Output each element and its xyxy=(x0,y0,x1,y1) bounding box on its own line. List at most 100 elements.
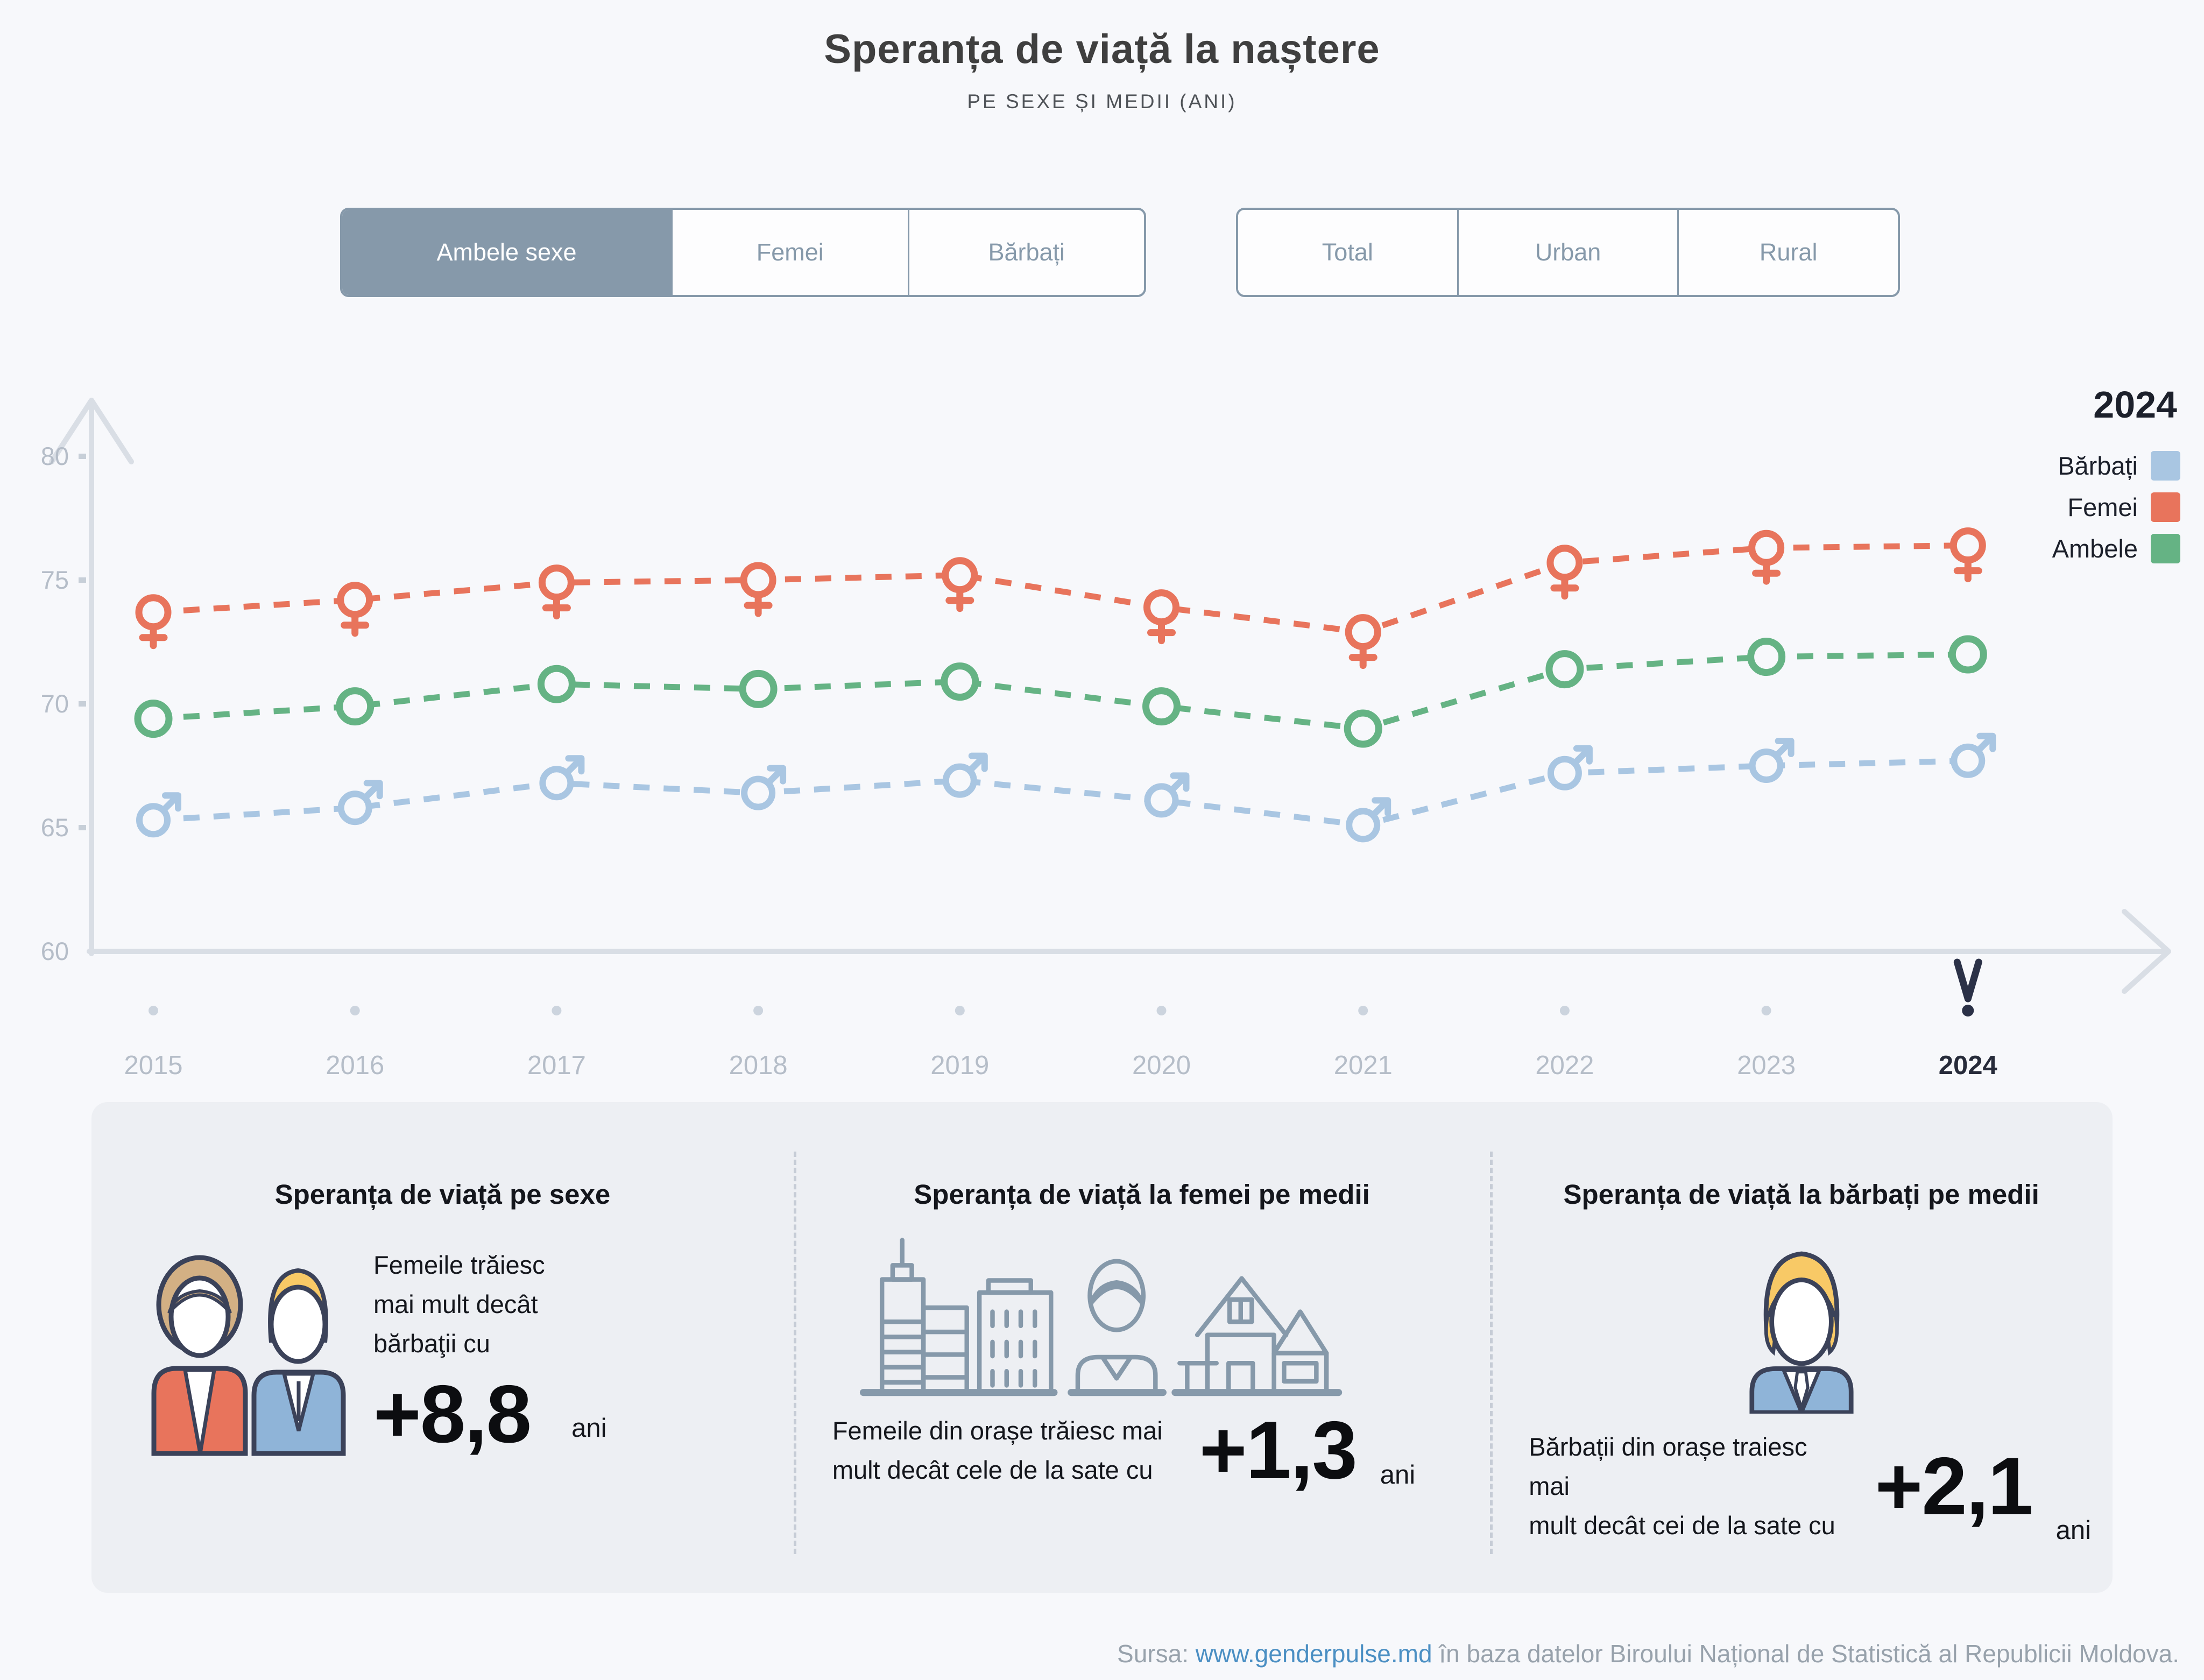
source-prefix: Sursa: xyxy=(1117,1640,1196,1668)
x-tick-label-2021[interactable]: 2021 xyxy=(1334,1051,1393,1080)
woman-man-icon xyxy=(151,1255,346,1456)
data-point-bărbați-2024 xyxy=(1951,732,1996,778)
x-tick-label-2024[interactable]: 2024 xyxy=(1939,1051,1997,1080)
data-point-bărbați-2017 xyxy=(539,755,585,801)
data-point-femei-2023 xyxy=(1748,530,1785,585)
data-point-femei-2017 xyxy=(538,564,575,620)
card-title: Speranța de viață la femei pe medii xyxy=(914,1179,1370,1210)
data-point-femei-2019 xyxy=(942,557,978,612)
line-chart: 60 65 70 75 80 2015 2016 2017 2018 2019 2020 2021 20… xyxy=(0,366,2204,1141)
card-title: Speranța de viață pe sexe xyxy=(274,1179,611,1210)
man-icon xyxy=(1749,1251,1854,1414)
year-dot-2020[interactable] xyxy=(1156,1006,1167,1015)
tab-label: Total xyxy=(1322,238,1373,266)
tab-label: Urban xyxy=(1535,238,1601,266)
data-point-ambele-2018 xyxy=(739,669,778,708)
x-tick-label-2020[interactable]: 2020 xyxy=(1132,1051,1191,1080)
medium-toggle-group: Total Urban Rural xyxy=(1236,208,1900,297)
year-dot-2022[interactable] xyxy=(1559,1006,1570,1015)
y-tick xyxy=(79,454,86,459)
y-tick-label: 60 xyxy=(41,937,69,965)
series-line-ambele xyxy=(153,651,1968,732)
ambele-swatch-icon xyxy=(2151,534,2180,563)
tab-barbati[interactable]: Bărbați xyxy=(907,210,1144,295)
year-dot-2016[interactable] xyxy=(350,1006,360,1015)
male-medium-gap-value: +2,1 xyxy=(1875,1440,2033,1532)
y-tick-label: 75 xyxy=(41,566,69,594)
card-text-line: mult decât cele de la sate cu xyxy=(832,1455,1153,1484)
data-point-bărbați-2020 xyxy=(1144,772,1190,818)
y-tick-label: 70 xyxy=(41,689,69,718)
card-male-by-medium: Speranța de viață la bărbați pe medii Bă… xyxy=(1490,1102,2113,1593)
source-suffix: în baza datelor Biroului Național de Sta… xyxy=(1432,1640,2179,1668)
card-text-line: mult decât cei de la sate cu xyxy=(1529,1510,1835,1540)
x-tick-label-2022[interactable]: 2022 xyxy=(1535,1051,1594,1080)
data-point-ambele-2023 xyxy=(1747,638,1786,676)
x-tick-label-2016[interactable]: 2016 xyxy=(326,1051,384,1080)
tab-label: Femei xyxy=(756,238,824,266)
x-tick-label-2023[interactable]: 2023 xyxy=(1737,1051,1796,1080)
data-point-ambele-2020 xyxy=(1142,687,1181,726)
x-axis xyxy=(87,909,2171,994)
series-line-femei xyxy=(153,542,1968,636)
data-point-femei-2024 xyxy=(1949,527,1986,583)
page-title: Speranța de viață la naștere xyxy=(824,26,1380,72)
sex-toggle-group: Ambele sexe Femei Bărbați xyxy=(340,208,1146,297)
legend-row-ambele: Ambele xyxy=(2052,534,2180,563)
tab-urban[interactable]: Urban xyxy=(1457,210,1678,295)
male-medium-gap-unit: ani xyxy=(2055,1515,2092,1545)
sex-gap-value: +8,8 xyxy=(373,1368,532,1460)
data-point-bărbați-2015 xyxy=(136,792,181,838)
data-point-ambele-2016 xyxy=(336,687,375,726)
y-tick-label: 65 xyxy=(41,813,69,842)
year-dot-2018[interactable] xyxy=(753,1006,764,1015)
insights-panel: Speranța de viață pe sexe xyxy=(91,1102,2113,1593)
data-point-femei-2018 xyxy=(740,562,776,617)
y-tick xyxy=(79,701,86,707)
tab-label: Rural xyxy=(1759,238,1818,266)
tab-label: Bărbați xyxy=(988,238,1065,266)
legend-label: Bărbați xyxy=(2058,451,2138,480)
source-link[interactable]: www.genderpulse.md xyxy=(1195,1640,1432,1668)
page-subtitle: PE SEXE ȘI MEDII (ANI) xyxy=(967,90,1237,112)
tab-ambele-sexe[interactable]: Ambele sexe xyxy=(342,210,672,295)
tab-total[interactable]: Total xyxy=(1238,210,1457,295)
chart-svg: 60 65 70 75 80 2015 2016 2017 2018 2019 2020 2021 20… xyxy=(41,398,2171,1080)
data-point-bărbați-2021 xyxy=(1346,797,1391,843)
card-life-expectancy-by-sex: Speranța de viață pe sexe xyxy=(91,1102,794,1593)
data-point-bărbați-2022 xyxy=(1547,745,1593,790)
data-point-ambele-2022 xyxy=(1545,650,1584,689)
year-dot-2021[interactable] xyxy=(1358,1006,1368,1015)
card-text-line: Bărbații din orașe traiesc mai xyxy=(1529,1432,1807,1500)
year-dot-2017[interactable] xyxy=(552,1006,562,1015)
data-point-femei-2021 xyxy=(1345,614,1381,669)
data-point-bărbați-2023 xyxy=(1749,738,1795,783)
sex-gap-unit: ani xyxy=(571,1414,607,1443)
data-point-ambele-2024 xyxy=(1948,635,1987,674)
legend-row-femei: Femei xyxy=(2052,492,2180,522)
card-text-line: mai mult decât xyxy=(373,1289,538,1318)
card-text-line: Femeile din orașe trăiesc mai xyxy=(832,1416,1163,1445)
female-medium-gap-unit: ani xyxy=(1380,1460,1416,1490)
year-dot-2019[interactable] xyxy=(955,1006,965,1015)
femei-swatch-icon xyxy=(2151,492,2180,522)
data-point-bărbați-2019 xyxy=(942,752,988,798)
data-point-ambele-2019 xyxy=(941,662,979,701)
data-point-ambele-2015 xyxy=(134,700,173,738)
year-dot-2015[interactable] xyxy=(149,1006,158,1015)
data-point-ambele-2017 xyxy=(537,665,576,703)
x-tick-label-2018[interactable]: 2018 xyxy=(729,1051,788,1080)
year-dot-2024[interactable] xyxy=(1962,1005,1974,1017)
tab-femei[interactable]: Femei xyxy=(671,210,908,295)
year-dot-2023[interactable] xyxy=(1761,1006,1771,1015)
tab-rural[interactable]: Rural xyxy=(1677,210,1898,295)
x-axis-arrow-icon xyxy=(2122,909,2171,994)
x-tick-label-2017[interactable]: 2017 xyxy=(527,1051,586,1080)
data-point-bărbați-2018 xyxy=(741,765,787,810)
selected-year-pointer-icon xyxy=(1953,958,1982,1003)
x-tick-label-2019[interactable]: 2019 xyxy=(930,1051,989,1080)
card-female-by-medium: Speranța de viață la femei pe medii xyxy=(793,1102,1490,1593)
y-axis-arrow-icon xyxy=(49,398,134,464)
x-tick-label-2015[interactable]: 2015 xyxy=(124,1051,182,1080)
